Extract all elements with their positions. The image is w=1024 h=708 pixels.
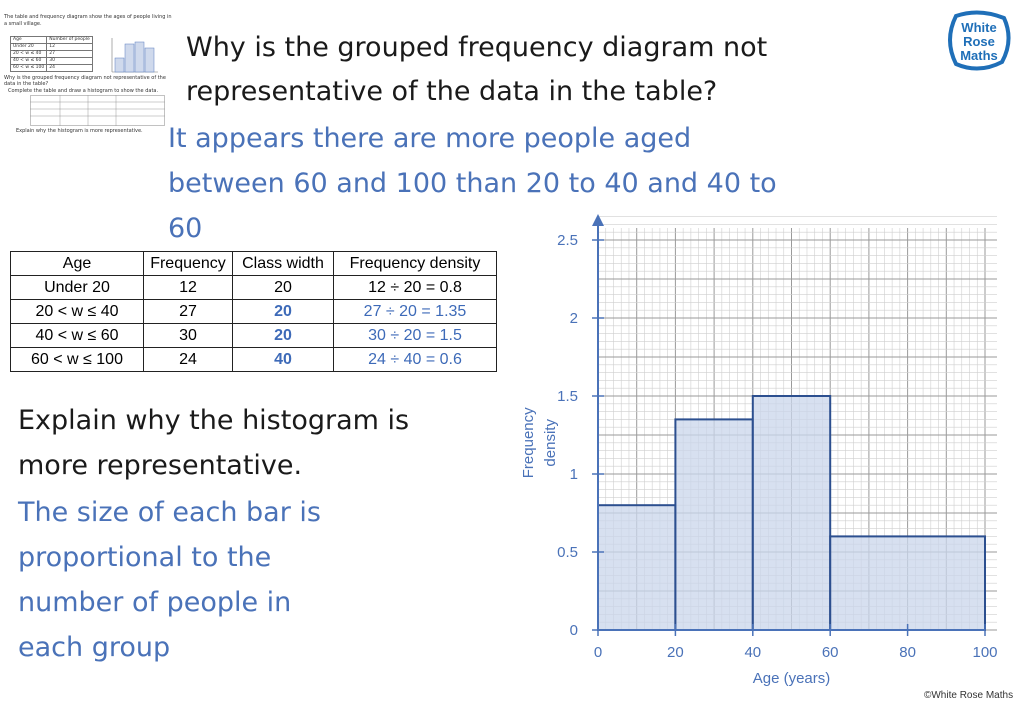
question-line: representative of the data in the table?: [186, 76, 718, 107]
thumb-cell: 60 < w ≤ 100: [9, 64, 48, 72]
x-tick-label: 100: [972, 644, 997, 661]
thumb-table-icon: [30, 95, 165, 126]
column-header: Frequency density: [333, 251, 497, 276]
answer-line: 60: [168, 213, 203, 244]
logo-text: Rose: [963, 34, 995, 49]
y-axis-label-word: density: [542, 419, 559, 467]
x-axis-label: Age (years): [753, 670, 831, 687]
thumb-cell: 27: [46, 50, 93, 58]
copyright-text: ©White Rose Maths: [924, 690, 1014, 701]
thumb-cell: 20 < w ≤ 40: [9, 50, 48, 58]
thumb-table: Age Number of people Under 20 12 20 < w ≤ …: [9, 36, 93, 72]
thumb-cell: Number of people: [46, 36, 93, 44]
class-width-cell: 20: [232, 299, 334, 324]
thumb-text: Explain why the histogram is more repres…: [16, 128, 143, 134]
class-width-cell: 20: [232, 275, 334, 300]
thumb-text: Why is the grouped frequency diagram not…: [4, 75, 166, 81]
thumb-cell: 24: [46, 64, 93, 72]
y-axis-label: Frequency density: [520, 407, 559, 478]
frequency-cell: 12: [143, 275, 233, 300]
explain-line: more representative.: [18, 450, 303, 481]
y-tick-label: 0.5: [557, 544, 578, 561]
answer-line: It appears there are more people aged: [168, 123, 692, 154]
thumb-cell: Age: [9, 36, 48, 44]
x-tick-label: 0: [594, 644, 602, 661]
y-tick-label: 2: [570, 310, 578, 327]
answer-line: number of people in: [18, 587, 292, 618]
frequency-table: Age Frequency Class width Frequency dens…: [10, 251, 497, 372]
worksheet-thumbnail: The table and frequency diagram show the…: [2, 14, 172, 138]
density-cell: 27 ÷ 20 = 1.35: [333, 299, 497, 324]
table-header-row: Age Frequency Class width Frequency dens…: [10, 251, 497, 276]
column-header: Frequency: [143, 251, 233, 276]
density-cell: 12 ÷ 20 = 0.8: [333, 275, 497, 300]
chart-bars: [597, 395, 987, 632]
thumb-text: Complete the table and draw a histogram …: [8, 88, 159, 94]
age-cell: 20 < w ≤ 40: [10, 299, 144, 324]
thumb-text: The table and frequency diagram show the…: [4, 14, 172, 20]
thumb-text: data in the table?: [4, 81, 49, 87]
y-tick-label: 2.5: [557, 232, 578, 249]
x-tick-label: 80: [899, 644, 916, 661]
table-row: 40 < w ≤ 60 30 20 30 ÷ 20 = 1.5: [10, 323, 497, 348]
y-tick-label: 0: [570, 622, 578, 639]
histogram-bar: [829, 535, 987, 631]
question-line: Why is the grouped frequency diagram not: [186, 32, 768, 63]
frequency-cell: 27: [143, 299, 233, 324]
chart-axes: 0 0.5 1 1.5 2 2.5 0 20 40 60 80 100: [557, 214, 998, 661]
answer-line: each group: [18, 632, 171, 663]
explain-line: Explain why the histogram is: [18, 405, 410, 436]
table-row: Under 20 12 20 12 ÷ 20 = 0.8: [10, 275, 497, 300]
column-header: Age: [10, 251, 144, 276]
histogram-chart: 0 0.5 1 1.5 2 2.5 0 20 40 60 80 100 Age (years) Fre…: [520, 214, 998, 687]
y-tick-label: 1.5: [557, 388, 578, 405]
histogram-bar: [674, 418, 754, 631]
y-axis-label-word: Frequency: [520, 407, 537, 478]
question-text: Why is the grouped frequency diagram not…: [186, 26, 886, 114]
logo-text: Maths: [960, 48, 998, 63]
logo-text: White: [961, 20, 996, 35]
x-tick-label: 20: [667, 644, 684, 661]
thumb-cell: 30: [46, 57, 93, 65]
class-width-cell: 40: [232, 347, 334, 372]
frequency-cell: 24: [143, 347, 233, 372]
answer-line: between 60 and 100 than 20 to 40 and 40 …: [168, 168, 777, 199]
age-cell: Under 20: [10, 275, 144, 300]
thumb-cell: 12: [46, 43, 93, 51]
explanation-answer: The size of each bar is proportional to …: [18, 490, 398, 670]
y-axis-arrow: [592, 214, 604, 226]
thumb-cell: 40 < w ≤ 60: [9, 57, 48, 65]
age-cell: 60 < w ≤ 100: [10, 347, 144, 372]
density-cell: 24 ÷ 40 = 0.6: [333, 347, 497, 372]
histogram-bar: [751, 395, 832, 631]
thumb-bar-chart-icon: [111, 38, 158, 73]
answer-line: proportional to the: [18, 542, 272, 573]
histogram-bar: [597, 504, 677, 632]
x-tick-label: 40: [744, 644, 761, 661]
class-width-cell: 20: [232, 323, 334, 348]
column-header: Class width: [232, 251, 334, 276]
table-row: 20 < w ≤ 40 27 20 27 ÷ 20 = 1.35: [10, 299, 497, 324]
table-row: 60 < w ≤ 100 24 40 24 ÷ 40 = 0.6: [10, 347, 497, 372]
explain-prompt: Explain why the histogram is more repres…: [18, 398, 478, 488]
density-cell: 30 ÷ 20 = 1.5: [333, 323, 497, 348]
frequency-cell: 30: [143, 323, 233, 348]
x-tick-label: 60: [822, 644, 839, 661]
white-rose-maths-logo: White Rose Maths: [948, 10, 1011, 71]
answer-text: It appears there are more people aged be…: [168, 116, 858, 251]
y-tick-label: 1: [570, 466, 578, 483]
age-cell: 40 < w ≤ 60: [10, 323, 144, 348]
thumb-text: a small village.: [4, 21, 42, 27]
answer-line: The size of each bar is: [18, 497, 321, 528]
thumb-cell: Under 20: [9, 43, 48, 51]
